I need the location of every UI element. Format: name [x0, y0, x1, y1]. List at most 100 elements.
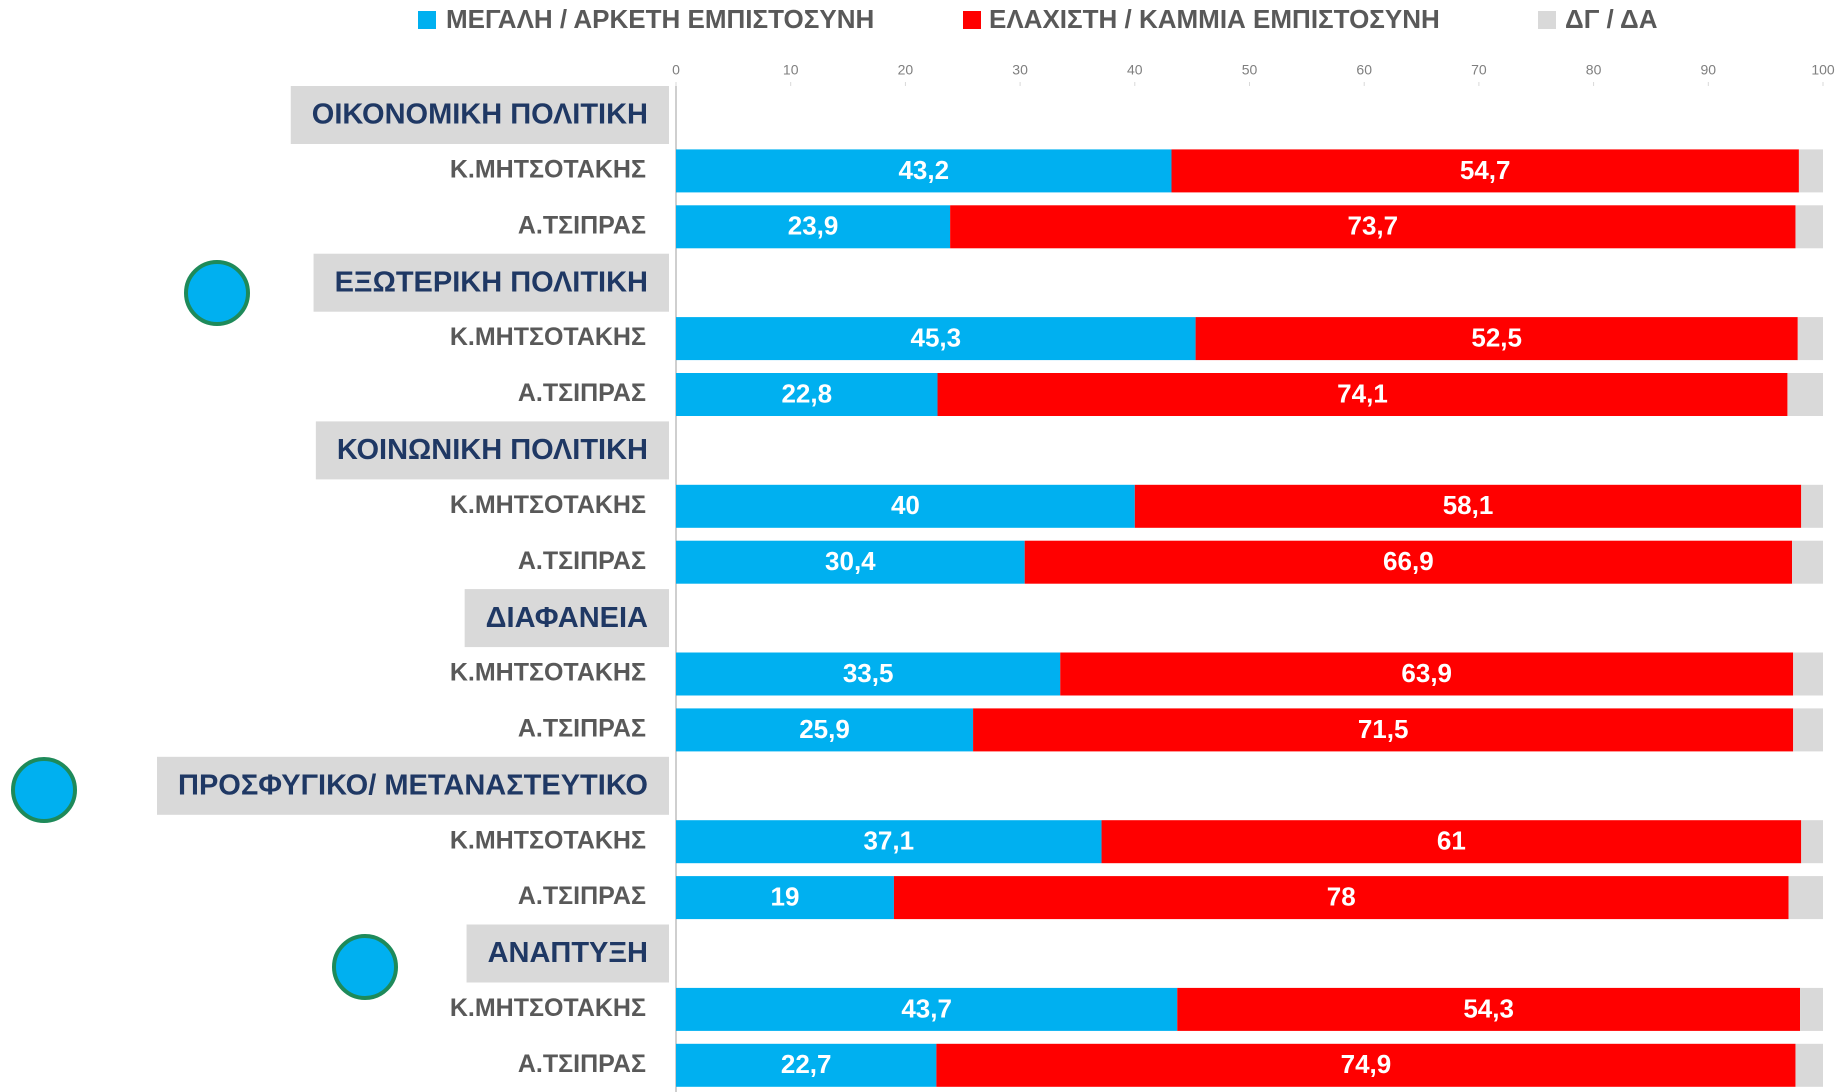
category-label: Α.ΤΣΙΠΡΑΣ	[518, 379, 646, 407]
value-label: 40	[891, 490, 920, 520]
x-tick-label: 50	[1242, 62, 1258, 78]
category-label: Κ.ΜΗΤΣΟΤΑΚΗΣ	[450, 156, 646, 184]
bar-segment	[1793, 652, 1823, 696]
value-label: 43,2	[898, 155, 949, 185]
bar-segment	[676, 708, 974, 752]
value-label: 22,7	[781, 1049, 832, 1079]
group-title: ΕΞΩΤΕΡΙΚΗ ΠΟΛΙΤΙΚΗ	[335, 266, 648, 298]
bar-segment	[1795, 1043, 1823, 1087]
x-tick-label: 20	[898, 62, 914, 78]
bar-segment	[937, 373, 1788, 416]
bar-segment	[950, 205, 1796, 249]
bar-segment	[676, 373, 938, 416]
category-label: Κ.ΜΗΤΣΟΤΑΚΗΣ	[450, 323, 646, 351]
value-label: 78	[1327, 881, 1356, 911]
bar-segment	[676, 820, 1102, 864]
category-label: Α.ΤΣΙΠΡΑΣ	[518, 547, 646, 575]
bar-segment	[1798, 149, 1823, 193]
group-box	[290, 86, 669, 144]
value-label: 37,1	[863, 826, 914, 856]
category-label: Κ.ΜΗΤΣΟΤΑΚΗΣ	[450, 491, 646, 519]
bar-segment	[676, 1043, 937, 1087]
bar-segment	[676, 652, 1061, 696]
bar-segment	[676, 876, 894, 920]
bar-segment	[1171, 149, 1799, 193]
group-title: ΚΟΙΝΩΝΙΚΗ ΠΟΛΙΤΙΚΗ	[337, 434, 648, 466]
category-label: Α.ΤΣΙΠΡΑΣ	[518, 882, 646, 910]
x-tick-label: 30	[1012, 62, 1028, 78]
value-label: 25,9	[799, 714, 850, 744]
bar-segment	[1101, 820, 1802, 864]
bar-segment	[676, 540, 1025, 584]
legend-label: ΔΓ / ΔΑ	[1565, 4, 1658, 34]
value-label: 52,5	[1471, 322, 1522, 352]
group-box	[157, 756, 669, 815]
value-label: 54,7	[1460, 155, 1511, 185]
value-label: 45,3	[910, 322, 961, 352]
group-title: ΟΙΚΟΝΟΜΙΚΗ ΠΟΛΙΤΙΚΗ	[312, 99, 648, 131]
group-box	[313, 253, 669, 312]
bar-segment	[1792, 540, 1823, 584]
value-label: 33,5	[843, 658, 894, 688]
legend-swatch	[1538, 11, 1556, 29]
value-label: 23,9	[788, 211, 839, 241]
bar-segment	[1801, 820, 1823, 864]
x-tick-label: 0	[672, 62, 680, 78]
bar-segment	[1795, 205, 1823, 249]
bar-segment	[1134, 484, 1802, 528]
bar-segment	[1797, 317, 1823, 361]
group-box	[464, 589, 669, 648]
bar-segment	[1787, 373, 1823, 416]
bar-segment	[676, 484, 1135, 528]
group-title: ΠΡΟΣΦΥΓΙΚΟ/ ΜΕΤΑΝΑΣΤΕΥΤΙΚΟ	[178, 769, 648, 801]
bar-segment	[1024, 540, 1793, 584]
category-label: Α.ΤΣΙΠΡΑΣ	[518, 715, 646, 743]
group-box	[315, 421, 669, 480]
bar-segment	[893, 876, 1789, 920]
bar-segment	[936, 1043, 1796, 1087]
value-label: 71,5	[1358, 714, 1409, 744]
x-tick-label: 90	[1701, 62, 1717, 78]
bar-segment	[1801, 484, 1823, 528]
group-title: ΔΙΑΦΑΝΕΙΑ	[486, 602, 648, 634]
x-tick-label: 80	[1586, 62, 1602, 78]
value-label: 73,7	[1347, 211, 1398, 241]
category-label: Α.ΤΣΙΠΡΑΣ	[518, 211, 646, 239]
marker-dot	[11, 757, 77, 823]
value-label: 43,7	[901, 993, 952, 1023]
bar-segment	[676, 149, 1172, 193]
value-label: 74,1	[1337, 378, 1388, 408]
value-label: 30,4	[825, 546, 876, 576]
x-tick-label: 10	[783, 62, 799, 78]
bar-segment	[973, 708, 1794, 752]
marker-dot	[332, 934, 398, 1000]
value-label: 22,8	[781, 378, 832, 408]
category-label: Κ.ΜΗΤΣΟΤΑΚΗΣ	[450, 826, 646, 854]
bar-segment	[1177, 987, 1801, 1031]
value-label: 63,9	[1401, 658, 1452, 688]
value-label: 61	[1437, 826, 1466, 856]
bar-segment	[1800, 987, 1823, 1031]
category-label: Κ.ΜΗΤΣΟΤΑΚΗΣ	[450, 659, 646, 687]
legend-label: ΕΛΑΧΙΣΤΗ / ΚΑΜΜΙΑ ΕΜΠΙΣΤΟΣΥΝΗ	[989, 4, 1440, 34]
category-label: Κ.ΜΗΤΣΟΤΑΚΗΣ	[450, 994, 646, 1022]
bar-segment	[1060, 652, 1794, 696]
x-tick-label: 100	[1811, 62, 1835, 78]
x-tick-label: 70	[1471, 62, 1487, 78]
bar-segment	[676, 205, 951, 249]
value-label: 58,1	[1443, 490, 1494, 520]
x-tick-label: 40	[1127, 62, 1143, 78]
bar-segment	[1195, 317, 1798, 361]
group-title: ΑΝΑΠΤΥΞΗ	[488, 937, 648, 969]
value-label: 66,9	[1383, 546, 1434, 576]
value-label: 54,3	[1463, 993, 1514, 1023]
bar-segment	[676, 317, 1196, 361]
value-label: 74,9	[1341, 1049, 1392, 1079]
bar-segment	[1793, 708, 1823, 752]
category-label: Α.ΤΣΙΠΡΑΣ	[518, 1050, 646, 1078]
legend-swatch	[963, 11, 981, 29]
legend-swatch	[418, 11, 436, 29]
legend-label: ΜΕΓΑΛΗ / ΑΡΚΕΤΗ ΕΜΠΙΣΤΟΣΥΝΗ	[446, 4, 874, 34]
x-tick-label: 60	[1356, 62, 1372, 78]
